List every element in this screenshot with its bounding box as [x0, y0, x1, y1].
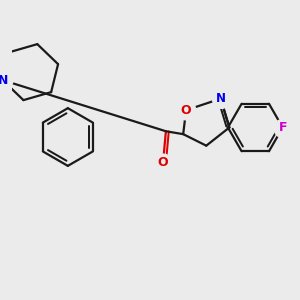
Text: O: O [158, 157, 168, 169]
Text: F: F [278, 121, 287, 134]
Text: N: N [216, 92, 226, 105]
Text: N: N [0, 74, 8, 87]
Text: O: O [181, 104, 191, 117]
